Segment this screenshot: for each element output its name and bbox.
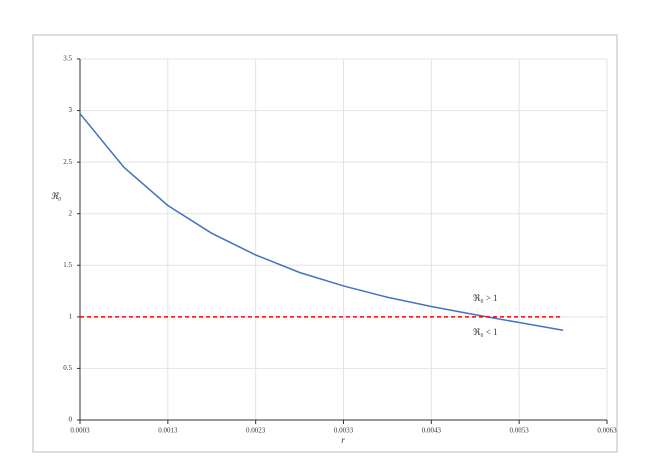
y-axis-label: ℜ₀ — [51, 191, 61, 201]
series-line — [79, 113, 564, 332]
x-tick-label: 0.0003 — [70, 427, 90, 435]
annotation: ℜ₀ > 1 — [473, 293, 498, 303]
y-tick-label: 3 — [69, 106, 73, 114]
y-tick-label: 1.5 — [63, 261, 72, 269]
x-tick-label: 0.0053 — [510, 427, 530, 435]
y-tick-label: 0.5 — [63, 364, 72, 372]
y-tick-label: 2.5 — [63, 158, 72, 166]
x-tick-label: 0.0033 — [334, 427, 354, 435]
y-tick-label: 2 — [69, 209, 73, 217]
x-tick-label: 0.0043 — [422, 427, 442, 435]
y-tick-label: 1 — [69, 312, 73, 320]
y-tick-label: 3.5 — [63, 55, 72, 63]
x-axis-label: r — [341, 435, 345, 445]
x-tick-label: 0.0013 — [158, 427, 178, 435]
y-tick-label: 0 — [69, 416, 73, 424]
x-tick-label: 0.0063 — [597, 427, 617, 435]
chart-border — [32, 34, 618, 453]
annotation: ℜ₀ < 1 — [473, 327, 498, 337]
x-tick-label: 0.0023 — [246, 427, 266, 435]
